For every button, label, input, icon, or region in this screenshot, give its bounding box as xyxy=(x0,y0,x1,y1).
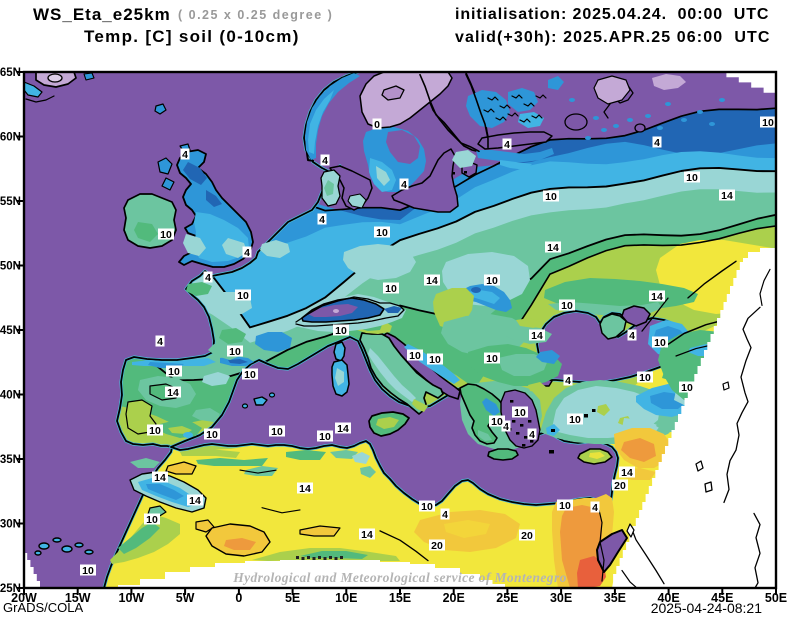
svg-text:10: 10 xyxy=(491,416,503,428)
svg-text:10: 10 xyxy=(569,414,581,426)
svg-text:2025-04-24-08:21: 2025-04-24-08:21 xyxy=(651,600,763,616)
svg-text:0: 0 xyxy=(374,119,380,131)
svg-text:GrADS/COLA: GrADS/COLA xyxy=(3,600,84,615)
svg-text:10: 10 xyxy=(639,372,651,384)
svg-text:4: 4 xyxy=(629,330,635,342)
svg-text:10: 10 xyxy=(421,501,433,513)
svg-text:initialisation: 2025.04.24. 0: initialisation: 2025.04.24. 00:00 UTC xyxy=(455,6,769,23)
svg-text:60N: 60N xyxy=(0,132,21,144)
svg-text:10: 10 xyxy=(429,354,441,366)
svg-text:Temp. [C] soil (0-10cm): Temp. [C] soil (0-10cm) xyxy=(84,27,300,46)
svg-text:14: 14 xyxy=(621,467,633,479)
svg-text:14: 14 xyxy=(426,275,438,287)
svg-text:40E: 40E xyxy=(657,591,679,605)
svg-text:10: 10 xyxy=(486,275,498,287)
svg-text:10: 10 xyxy=(206,429,218,441)
svg-text:4: 4 xyxy=(529,429,535,441)
svg-text:WS_Eta_e25km: WS_Eta_e25km xyxy=(33,5,171,24)
svg-text:20E: 20E xyxy=(443,591,465,605)
svg-text:14: 14 xyxy=(361,529,373,541)
svg-text:10: 10 xyxy=(561,300,573,312)
svg-text:10: 10 xyxy=(237,290,249,302)
svg-text:( 0.25 x 0.25 degree ): ( 0.25 x 0.25 degree ) xyxy=(178,8,333,22)
svg-text:30N: 30N xyxy=(0,519,21,531)
svg-text:10: 10 xyxy=(409,350,421,362)
svg-text:65N: 65N xyxy=(0,67,21,79)
svg-text:10: 10 xyxy=(686,172,698,184)
svg-text:20W: 20W xyxy=(11,591,37,605)
svg-text:25N: 25N xyxy=(0,583,21,595)
svg-text:10: 10 xyxy=(486,353,498,365)
svg-text:10: 10 xyxy=(654,337,666,349)
svg-text:10: 10 xyxy=(681,382,693,394)
svg-text:35E: 35E xyxy=(604,591,626,605)
svg-text:10: 10 xyxy=(762,117,774,129)
svg-text:35N: 35N xyxy=(0,454,21,466)
svg-text:50E: 50E xyxy=(765,591,787,605)
svg-text:4: 4 xyxy=(182,149,188,161)
svg-text:10: 10 xyxy=(82,565,94,577)
svg-text:14: 14 xyxy=(167,387,179,399)
svg-text:0: 0 xyxy=(235,591,242,605)
svg-text:4: 4 xyxy=(205,272,211,284)
svg-text:4: 4 xyxy=(322,155,328,167)
svg-text:4: 4 xyxy=(244,247,250,259)
svg-text:10: 10 xyxy=(385,283,397,295)
svg-text:10: 10 xyxy=(559,500,571,512)
svg-text:10: 10 xyxy=(229,346,241,358)
svg-text:14: 14 xyxy=(189,495,201,507)
svg-text:valid(+30h): 2025.APR.25 06:00: valid(+30h): 2025.APR.25 06:00 UTC xyxy=(455,29,771,46)
svg-text:14: 14 xyxy=(337,423,349,435)
svg-text:10: 10 xyxy=(160,229,172,241)
svg-text:55N: 55N xyxy=(0,196,21,208)
svg-text:4: 4 xyxy=(592,502,598,514)
svg-text:10W: 10W xyxy=(119,591,145,605)
svg-text:45N: 45N xyxy=(0,325,21,337)
svg-text:15E: 15E xyxy=(389,591,411,605)
svg-text:15W: 15W xyxy=(65,591,91,605)
svg-text:14: 14 xyxy=(547,242,559,254)
svg-text:4: 4 xyxy=(319,214,325,226)
svg-text:10: 10 xyxy=(335,325,347,337)
svg-text:10: 10 xyxy=(319,431,331,443)
svg-text:10: 10 xyxy=(149,425,161,437)
svg-text:Hydrological and Meteorologica: Hydrological and Meteorological service … xyxy=(232,570,567,585)
svg-text:4: 4 xyxy=(503,421,509,433)
svg-text:14: 14 xyxy=(721,190,733,202)
svg-text:4: 4 xyxy=(565,375,571,387)
svg-text:4: 4 xyxy=(401,179,407,191)
svg-text:10: 10 xyxy=(545,191,557,203)
svg-text:20: 20 xyxy=(431,540,443,552)
svg-text:30E: 30E xyxy=(550,591,572,605)
svg-text:40N: 40N xyxy=(0,390,21,402)
svg-text:4: 4 xyxy=(654,137,660,149)
svg-text:14: 14 xyxy=(154,472,166,484)
svg-text:50N: 50N xyxy=(0,261,21,273)
svg-text:10: 10 xyxy=(271,426,283,438)
svg-text:14: 14 xyxy=(299,483,311,495)
svg-text:10: 10 xyxy=(514,407,526,419)
svg-text:14: 14 xyxy=(651,291,663,303)
svg-text:10E: 10E xyxy=(335,591,357,605)
svg-text:14: 14 xyxy=(531,330,543,342)
svg-text:45E: 45E xyxy=(711,591,733,605)
svg-text:10: 10 xyxy=(376,227,388,239)
svg-text:4: 4 xyxy=(157,336,163,348)
svg-text:4: 4 xyxy=(442,509,448,521)
svg-text:4: 4 xyxy=(504,139,510,151)
svg-text:10: 10 xyxy=(168,366,180,378)
svg-text:10: 10 xyxy=(244,369,256,381)
svg-text:5E: 5E xyxy=(285,591,300,605)
svg-text:20: 20 xyxy=(614,480,626,492)
svg-text:10: 10 xyxy=(146,514,158,526)
svg-text:5W: 5W xyxy=(176,591,195,605)
svg-text:20: 20 xyxy=(521,530,533,542)
svg-text:25E: 25E xyxy=(496,591,518,605)
